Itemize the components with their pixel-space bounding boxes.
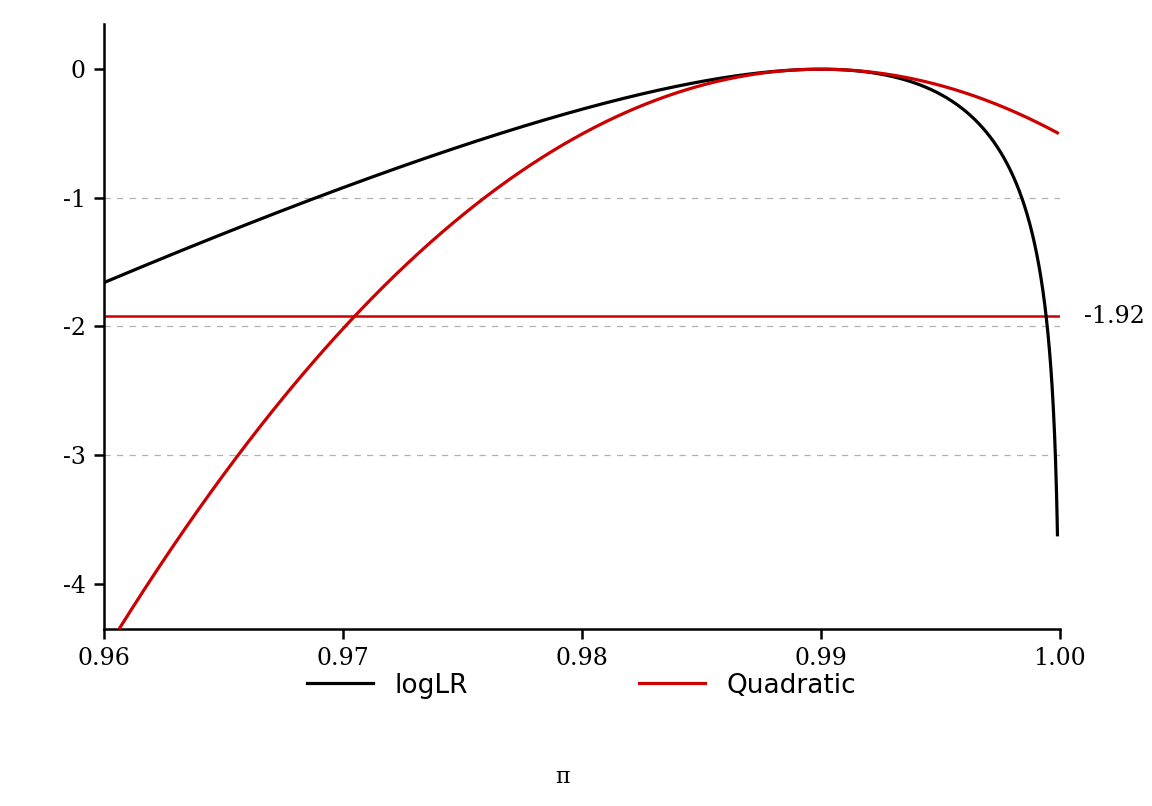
Legend: logLR, Quadratic: logLR, Quadratic <box>297 662 866 709</box>
Text: π: π <box>555 766 569 787</box>
Text: -1.92: -1.92 <box>1084 305 1145 328</box>
